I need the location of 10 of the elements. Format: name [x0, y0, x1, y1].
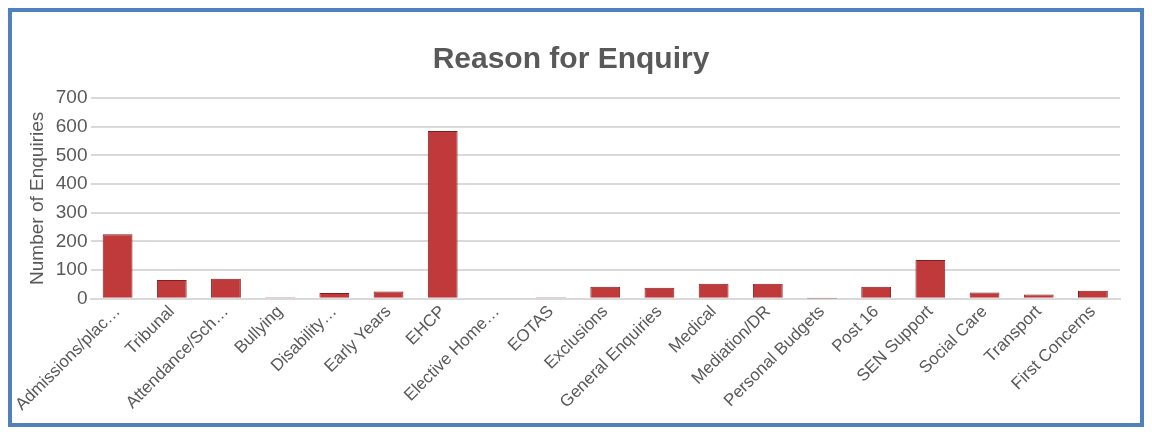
y-tick-label: 300 — [55, 200, 88, 222]
y-tick-label: 600 — [55, 114, 88, 136]
y-tick-label: 100 — [55, 258, 88, 280]
y-tick-label: 200 — [55, 229, 88, 251]
y-tick-label: 700 — [55, 86, 88, 108]
y-tick-label: 500 — [55, 143, 88, 165]
chart-title: Reason for Enquiry — [432, 41, 710, 75]
y-tick-label: 400 — [55, 172, 88, 194]
y-axis-title: Number of Enquiries — [25, 111, 47, 285]
y-tick-label: 0 — [76, 286, 88, 308]
